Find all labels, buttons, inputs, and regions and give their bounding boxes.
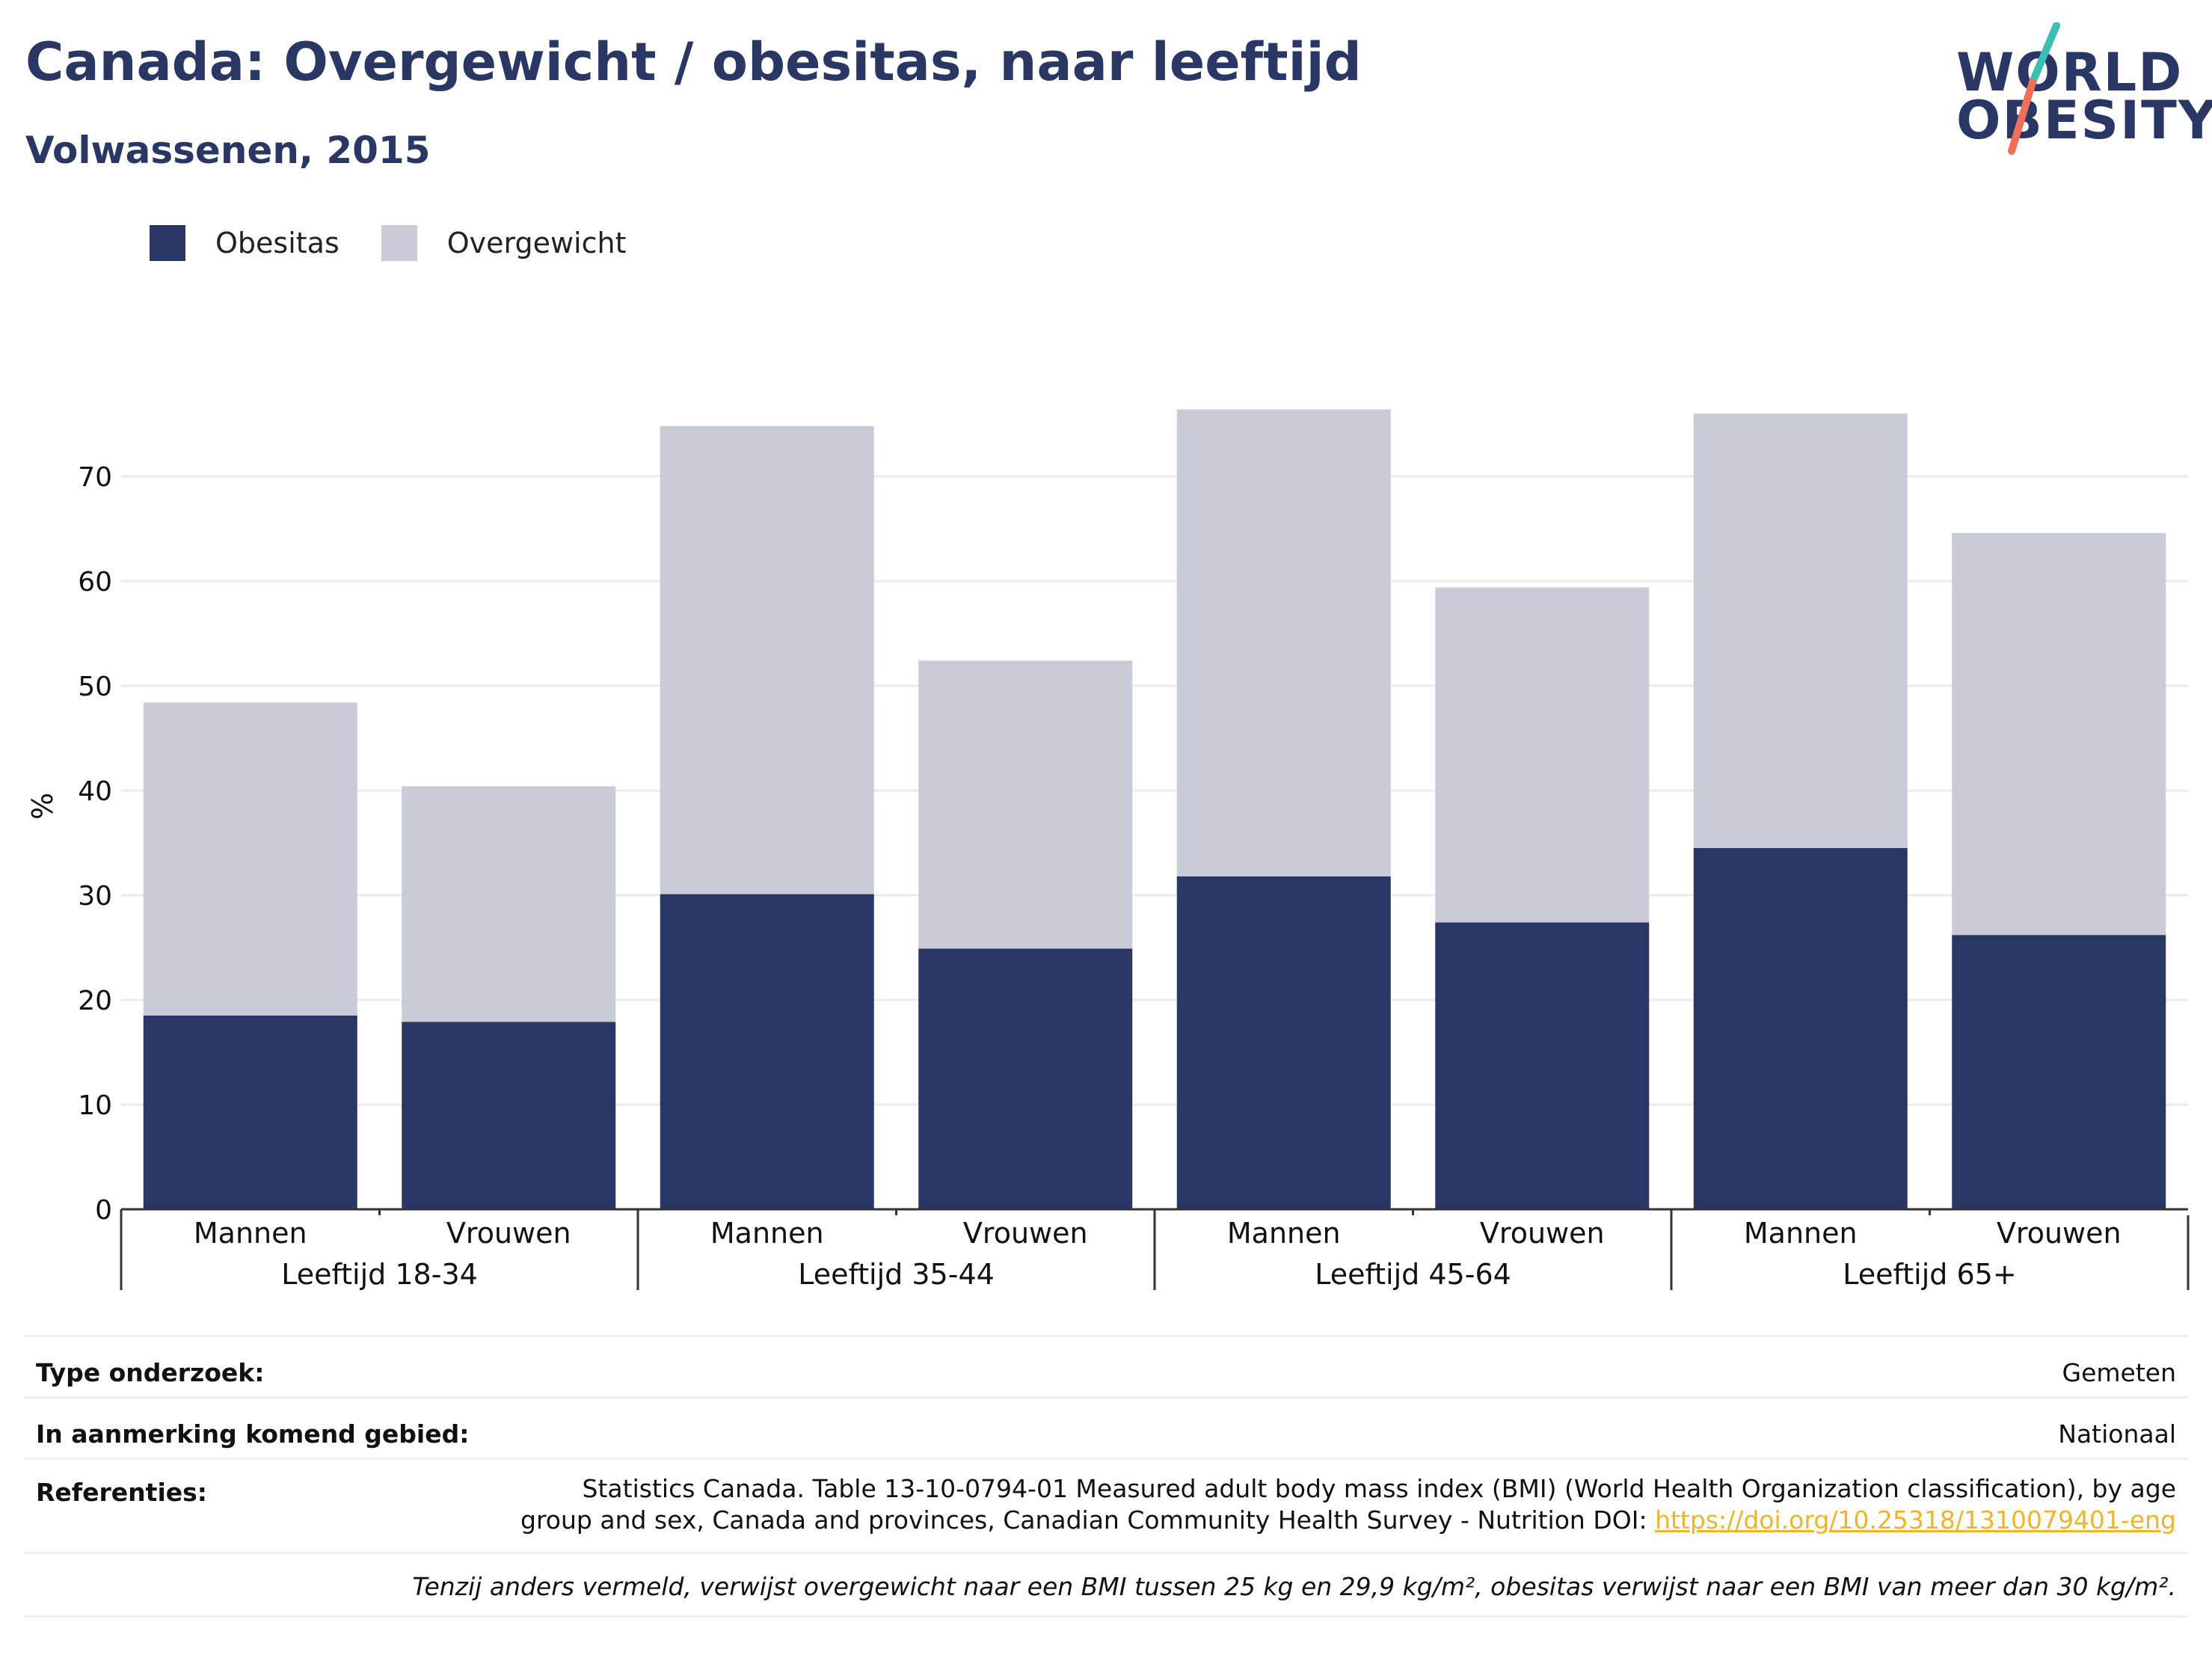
page-subtitle: Volwassenen, 2015 <box>25 129 431 172</box>
bar-segment <box>1693 414 1908 848</box>
y-tick-label: 40 <box>78 776 112 807</box>
meta-survey-type-value: Gemeten <box>2062 1358 2176 1387</box>
y-tick-label: 50 <box>78 672 112 702</box>
references-doi-link[interactable]: https://doi.org/10.25318/1310079401-eng <box>1655 1505 2176 1535</box>
logo-text-line2: OBESITY <box>1956 90 2212 151</box>
bar-segment <box>143 1016 357 1209</box>
logo-text-line1: WORLD <box>1956 42 2184 103</box>
meta-row-survey-type: Type onderzoek: Gemeten <box>24 1335 2188 1398</box>
bar-segment <box>1176 876 1391 1209</box>
bar-segment <box>143 702 357 1016</box>
x-category-label: Vrouwen <box>446 1217 571 1250</box>
bar-segment <box>918 948 1133 1209</box>
bar-segment <box>1435 587 1650 923</box>
bar-segment <box>1952 532 2166 936</box>
x-group-label: Leeftijd 18-34 <box>281 1258 478 1291</box>
bar-segment <box>1952 935 2166 1209</box>
x-category-label: Mannen <box>194 1217 307 1250</box>
bar-segment <box>1693 848 1908 1209</box>
y-tick-label: 70 <box>78 462 112 493</box>
chart-legend: Obesitas Overgewicht <box>150 221 669 265</box>
y-axis-label: % <box>26 793 59 820</box>
bar-segment <box>660 894 874 1209</box>
meta-row-area: In aanmerking komend gebied: Nationaal <box>24 1396 2188 1460</box>
bar-segment <box>402 786 616 1022</box>
x-category-label: Mannen <box>1227 1217 1341 1250</box>
x-category-label: Vrouwen <box>1480 1217 1605 1250</box>
y-tick-label: 20 <box>78 986 112 1016</box>
x-group-label: Leeftijd 65+ <box>1843 1258 2016 1291</box>
bar-segment <box>1435 922 1650 1209</box>
references-line-2: group and sex, Canada and provinces, Can… <box>520 1505 2176 1536</box>
x-group-label: Leeftijd 45-64 <box>1315 1258 1511 1291</box>
y-tick-label: 30 <box>78 881 112 912</box>
x-group-label: Leeftijd 35-44 <box>798 1258 995 1291</box>
meta-row-note: Tenzij anders vermeld, verwijst overgewi… <box>24 1552 2188 1618</box>
meta-references-label: Referenties: <box>36 1478 207 1507</box>
x-category-label: Vrouwen <box>963 1217 1088 1250</box>
x-category-label: Mannen <box>1744 1217 1858 1250</box>
stacked-bar-chart: 0 10 20 30 40 50 60 70% Mannen Vrouwen Mannen Vrouw… <box>26 409 2190 1291</box>
references-line-2-text: group and sex, Canada and provinces, Can… <box>520 1505 1656 1535</box>
legend-swatch-obesity <box>150 225 185 261</box>
legend-item-obesity: Obesitas <box>150 225 340 261</box>
y-tick-label: 60 <box>78 567 112 598</box>
meta-area-value: Nationaal <box>2058 1419 2176 1449</box>
legend-label-obesity: Obesitas <box>215 227 340 260</box>
logo-slash-icon <box>2008 22 2060 155</box>
meta-area-label: In aanmerking komend gebied: <box>36 1419 470 1449</box>
legend-label-overweight: Overgewicht <box>446 227 627 260</box>
metadata-table: Type onderzoek: Gemeten In aanmerking ko… <box>24 1335 2188 1634</box>
x-category-label: Vrouwen <box>1997 1217 2122 1250</box>
world-obesity-logo: WORLD OBESITY <box>1944 22 2212 157</box>
meta-survey-type-label: Type onderzoek: <box>36 1358 265 1387</box>
bar-segment <box>1176 409 1391 876</box>
bmi-definition-note: Tenzij anders vermeld, verwijst overgewi… <box>412 1572 2176 1601</box>
bar-segment <box>660 426 874 894</box>
legend-item-overweight: Overgewicht <box>381 225 627 261</box>
bar-segment <box>402 1022 616 1209</box>
legend-swatch-overweight <box>381 225 417 261</box>
meta-references-value: Statistics Canada. Table 13-10-0794-01 M… <box>520 1473 2176 1536</box>
page-title: Canada: Overgewicht / obesitas, naar lee… <box>25 31 1362 93</box>
x-category-label: Mannen <box>710 1217 824 1250</box>
y-tick-label: 10 <box>78 1090 112 1121</box>
bar-segment <box>918 660 1133 949</box>
meta-row-references: Referenties: Statistics Canada. Table 13… <box>24 1458 2188 1554</box>
references-line-1: Statistics Canada. Table 13-10-0794-01 M… <box>582 1474 2176 1503</box>
y-tick-label: 0 <box>95 1195 112 1226</box>
